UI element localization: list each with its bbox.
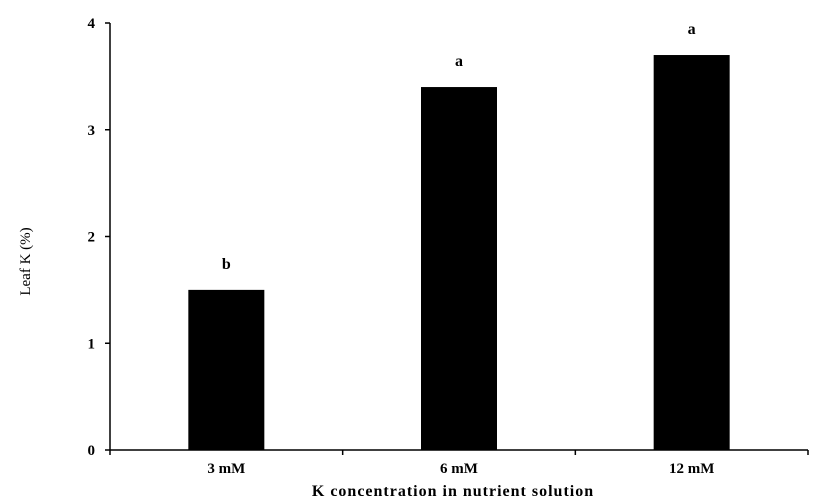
y-tick-label: 1 [88, 336, 96, 352]
bars-layer [188, 55, 730, 451]
x-category-label: 3 mM [207, 461, 245, 477]
bar [188, 289, 265, 450]
significance-labels: b a a [222, 21, 696, 273]
x-category-label: 6 mM [440, 461, 478, 477]
x-axis-title: K concentration in nutrient solution [312, 483, 594, 500]
y-tick-label: 0 [88, 443, 96, 459]
bar [653, 55, 730, 451]
y-tick-label: 4 [88, 16, 96, 32]
significance-letter: a [688, 21, 696, 38]
y-tick-label: 2 [88, 230, 96, 246]
significance-letter: b [222, 256, 231, 273]
x-category-label: 12 mM [669, 461, 714, 477]
y-tick-label: 3 [88, 123, 96, 139]
bar [421, 87, 497, 451]
significance-letter: a [455, 53, 463, 70]
y-axis-title: Leaf K (%) [18, 227, 34, 295]
y-ticks: 0 1 2 3 4 [88, 16, 110, 459]
x-ticks: 3 mM 6 mM 12 mM [109, 450, 809, 477]
